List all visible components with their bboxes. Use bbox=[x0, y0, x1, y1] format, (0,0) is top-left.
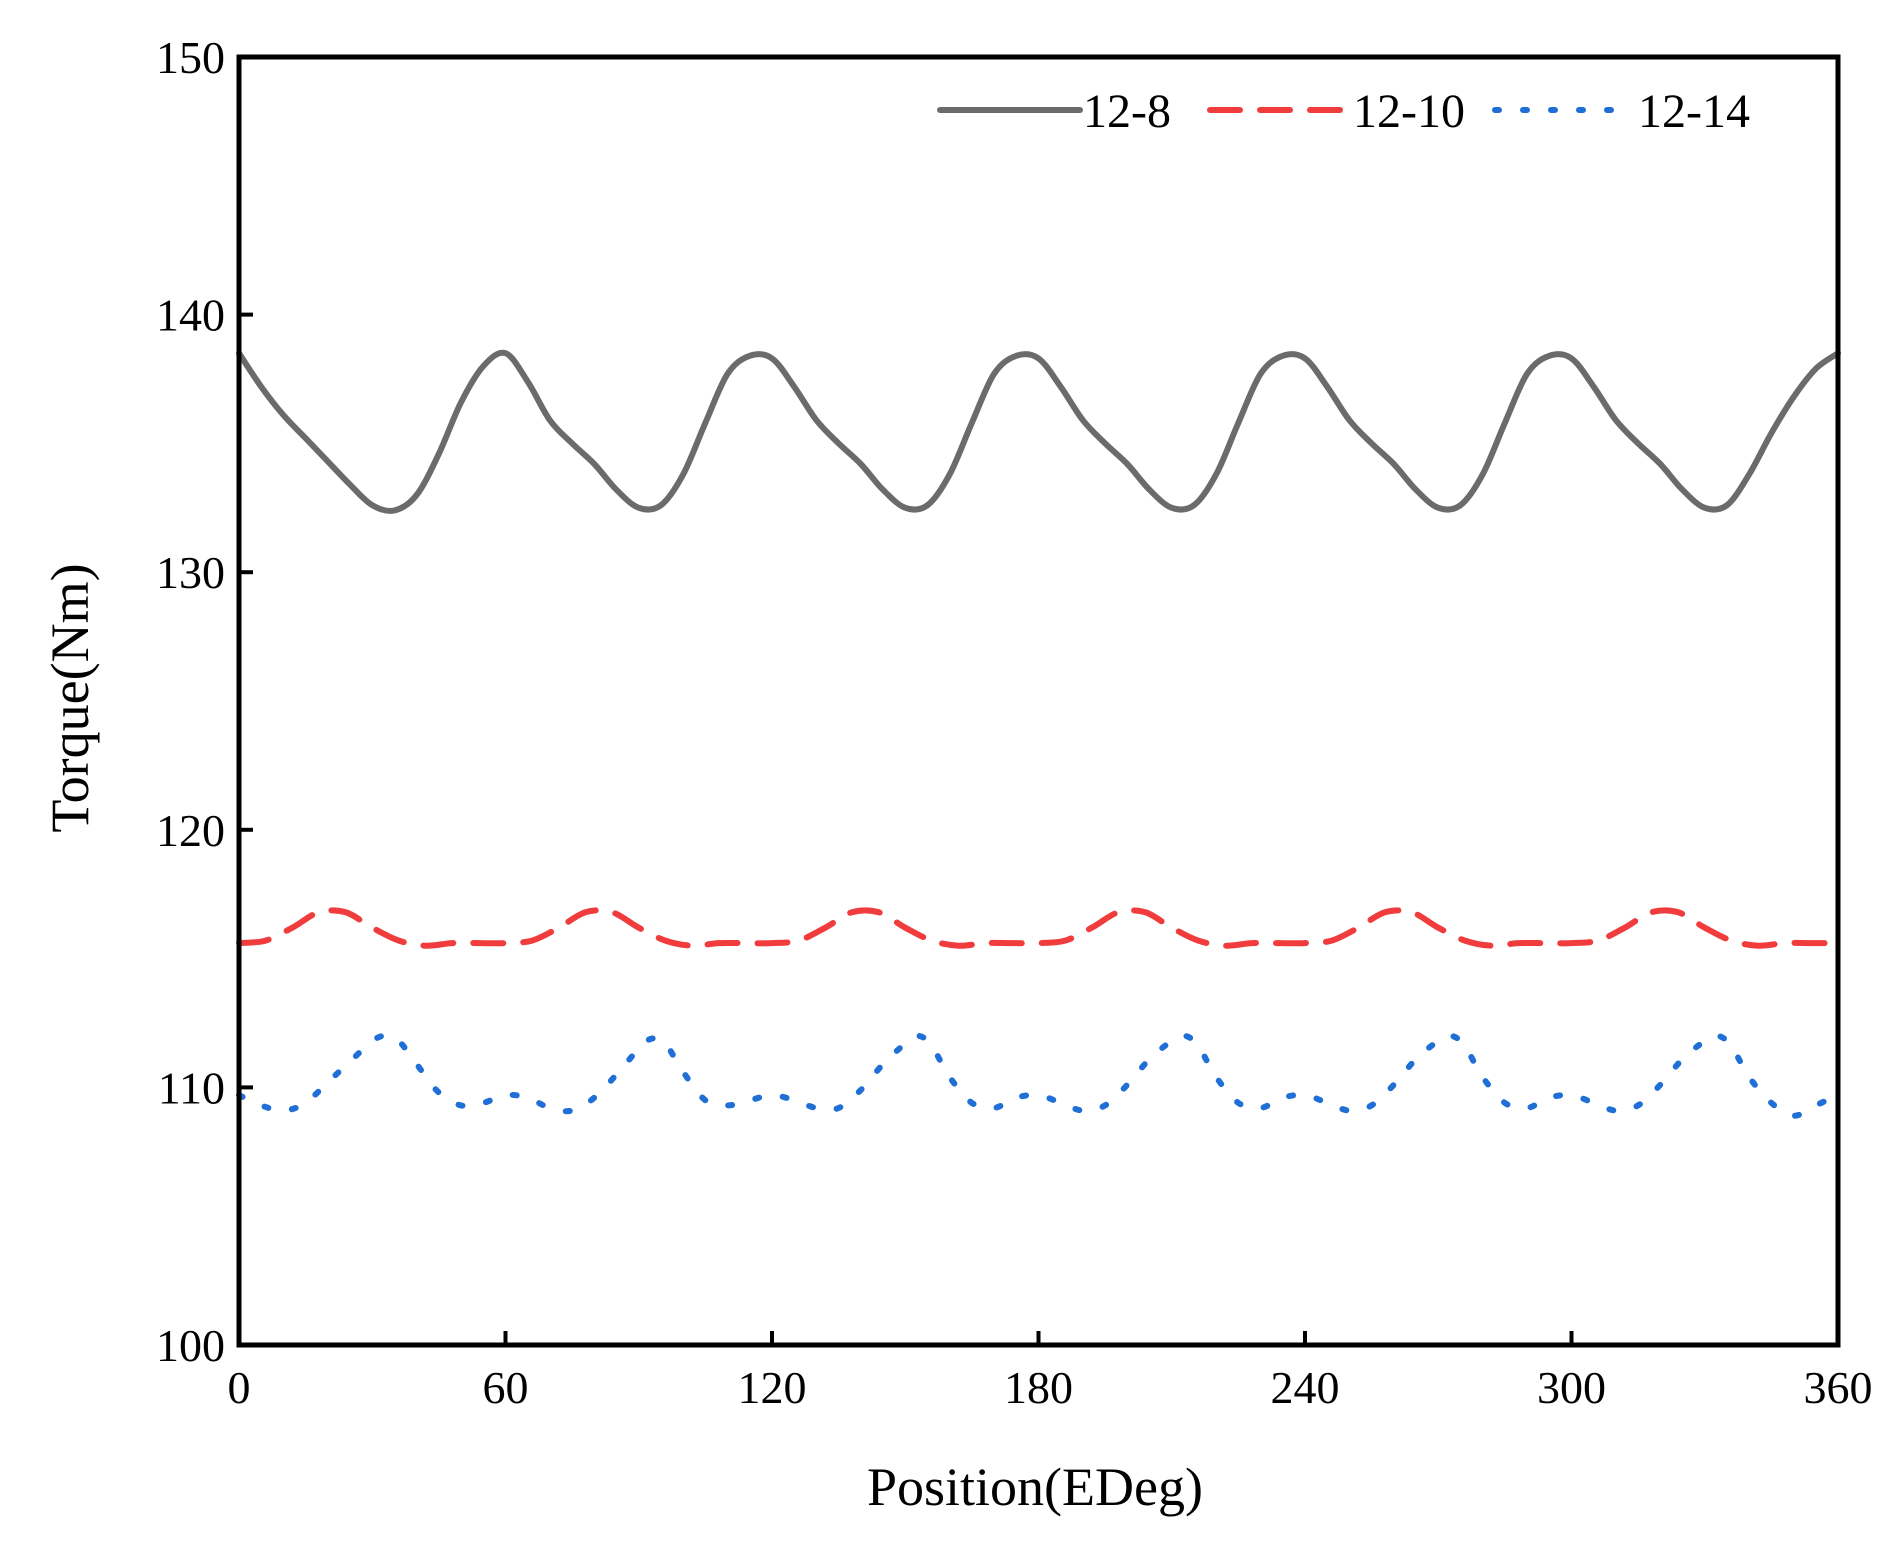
y-tick-label-130: 130 bbox=[156, 547, 225, 598]
x-axis-label: Position(EDeg) bbox=[867, 1457, 1203, 1517]
x-tick-label-120: 120 bbox=[738, 1362, 807, 1413]
series-line-12-8 bbox=[236, 349, 1841, 514]
y-tick-label-100: 100 bbox=[156, 1320, 225, 1371]
legend: 12-8 12-10 12-14 bbox=[937, 85, 1750, 138]
series-line-12-10 bbox=[236, 907, 1841, 949]
y-axis-label: Torque(Nm) bbox=[40, 563, 100, 832]
y-tick-label-120: 120 bbox=[156, 805, 225, 856]
legend-label-12-8: 12-8 bbox=[1083, 85, 1171, 138]
series-line-12-14 bbox=[236, 1032, 1841, 1119]
axes-layer: 0 60 120 180 240 300 360 100 110 120 130 140 150 bbox=[156, 32, 1873, 1413]
x-tick-label-240: 240 bbox=[1271, 1362, 1340, 1413]
x-tick-label-360: 360 bbox=[1804, 1362, 1873, 1413]
x-tick-label-60: 60 bbox=[483, 1362, 529, 1413]
x-tick-label-300: 300 bbox=[1537, 1362, 1606, 1413]
x-tick-label-0: 0 bbox=[228, 1362, 251, 1413]
legend-label-12-14: 12-14 bbox=[1638, 85, 1750, 138]
x-tick-label-180: 180 bbox=[1004, 1362, 1073, 1413]
series-layer bbox=[236, 349, 1841, 1119]
y-tick-label-140: 140 bbox=[156, 290, 225, 341]
plot-frame bbox=[236, 54, 1841, 1348]
legend-label-12-10: 12-10 bbox=[1353, 85, 1465, 138]
y-tick-label-110: 110 bbox=[158, 1062, 225, 1113]
y-tick-label-150: 150 bbox=[156, 32, 225, 83]
